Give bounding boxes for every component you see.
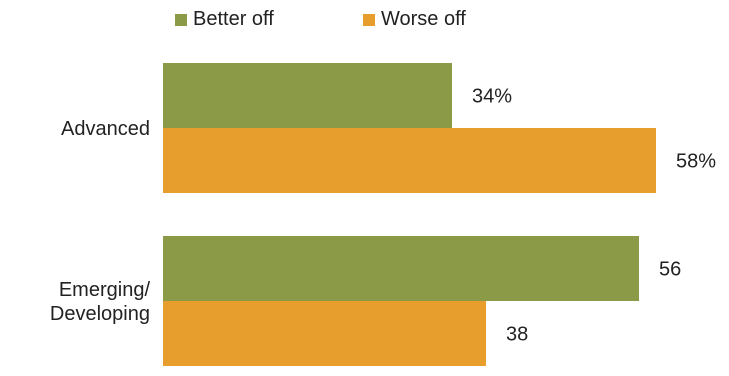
data-label-worse-off-1: 58% <box>676 151 716 173</box>
legend-swatch-2 <box>363 14 375 26</box>
bar-worse-off-2 <box>163 301 486 366</box>
data-label-better-off-1: 34% <box>472 86 512 108</box>
legend-label-1: Better off <box>193 8 274 30</box>
legend: Better off Worse off <box>175 8 466 30</box>
category-label-1: Advanced <box>61 118 150 140</box>
data-label-better-off-2: 56 <box>659 259 681 281</box>
legend-label-2: Worse off <box>381 8 466 30</box>
legend-swatch-1 <box>175 14 187 26</box>
category-label-line: Developing <box>50 303 150 325</box>
category-label-2: Emerging/Developing <box>50 279 151 325</box>
bar-better-off-1 <box>163 63 452 128</box>
category-label-line: Emerging/ <box>59 279 151 301</box>
category-label-line: Advanced <box>61 118 150 140</box>
data-label-worse-off-2: 38 <box>506 324 528 346</box>
bar-better-off-2 <box>163 236 639 301</box>
bar-worse-off-1 <box>163 128 656 193</box>
